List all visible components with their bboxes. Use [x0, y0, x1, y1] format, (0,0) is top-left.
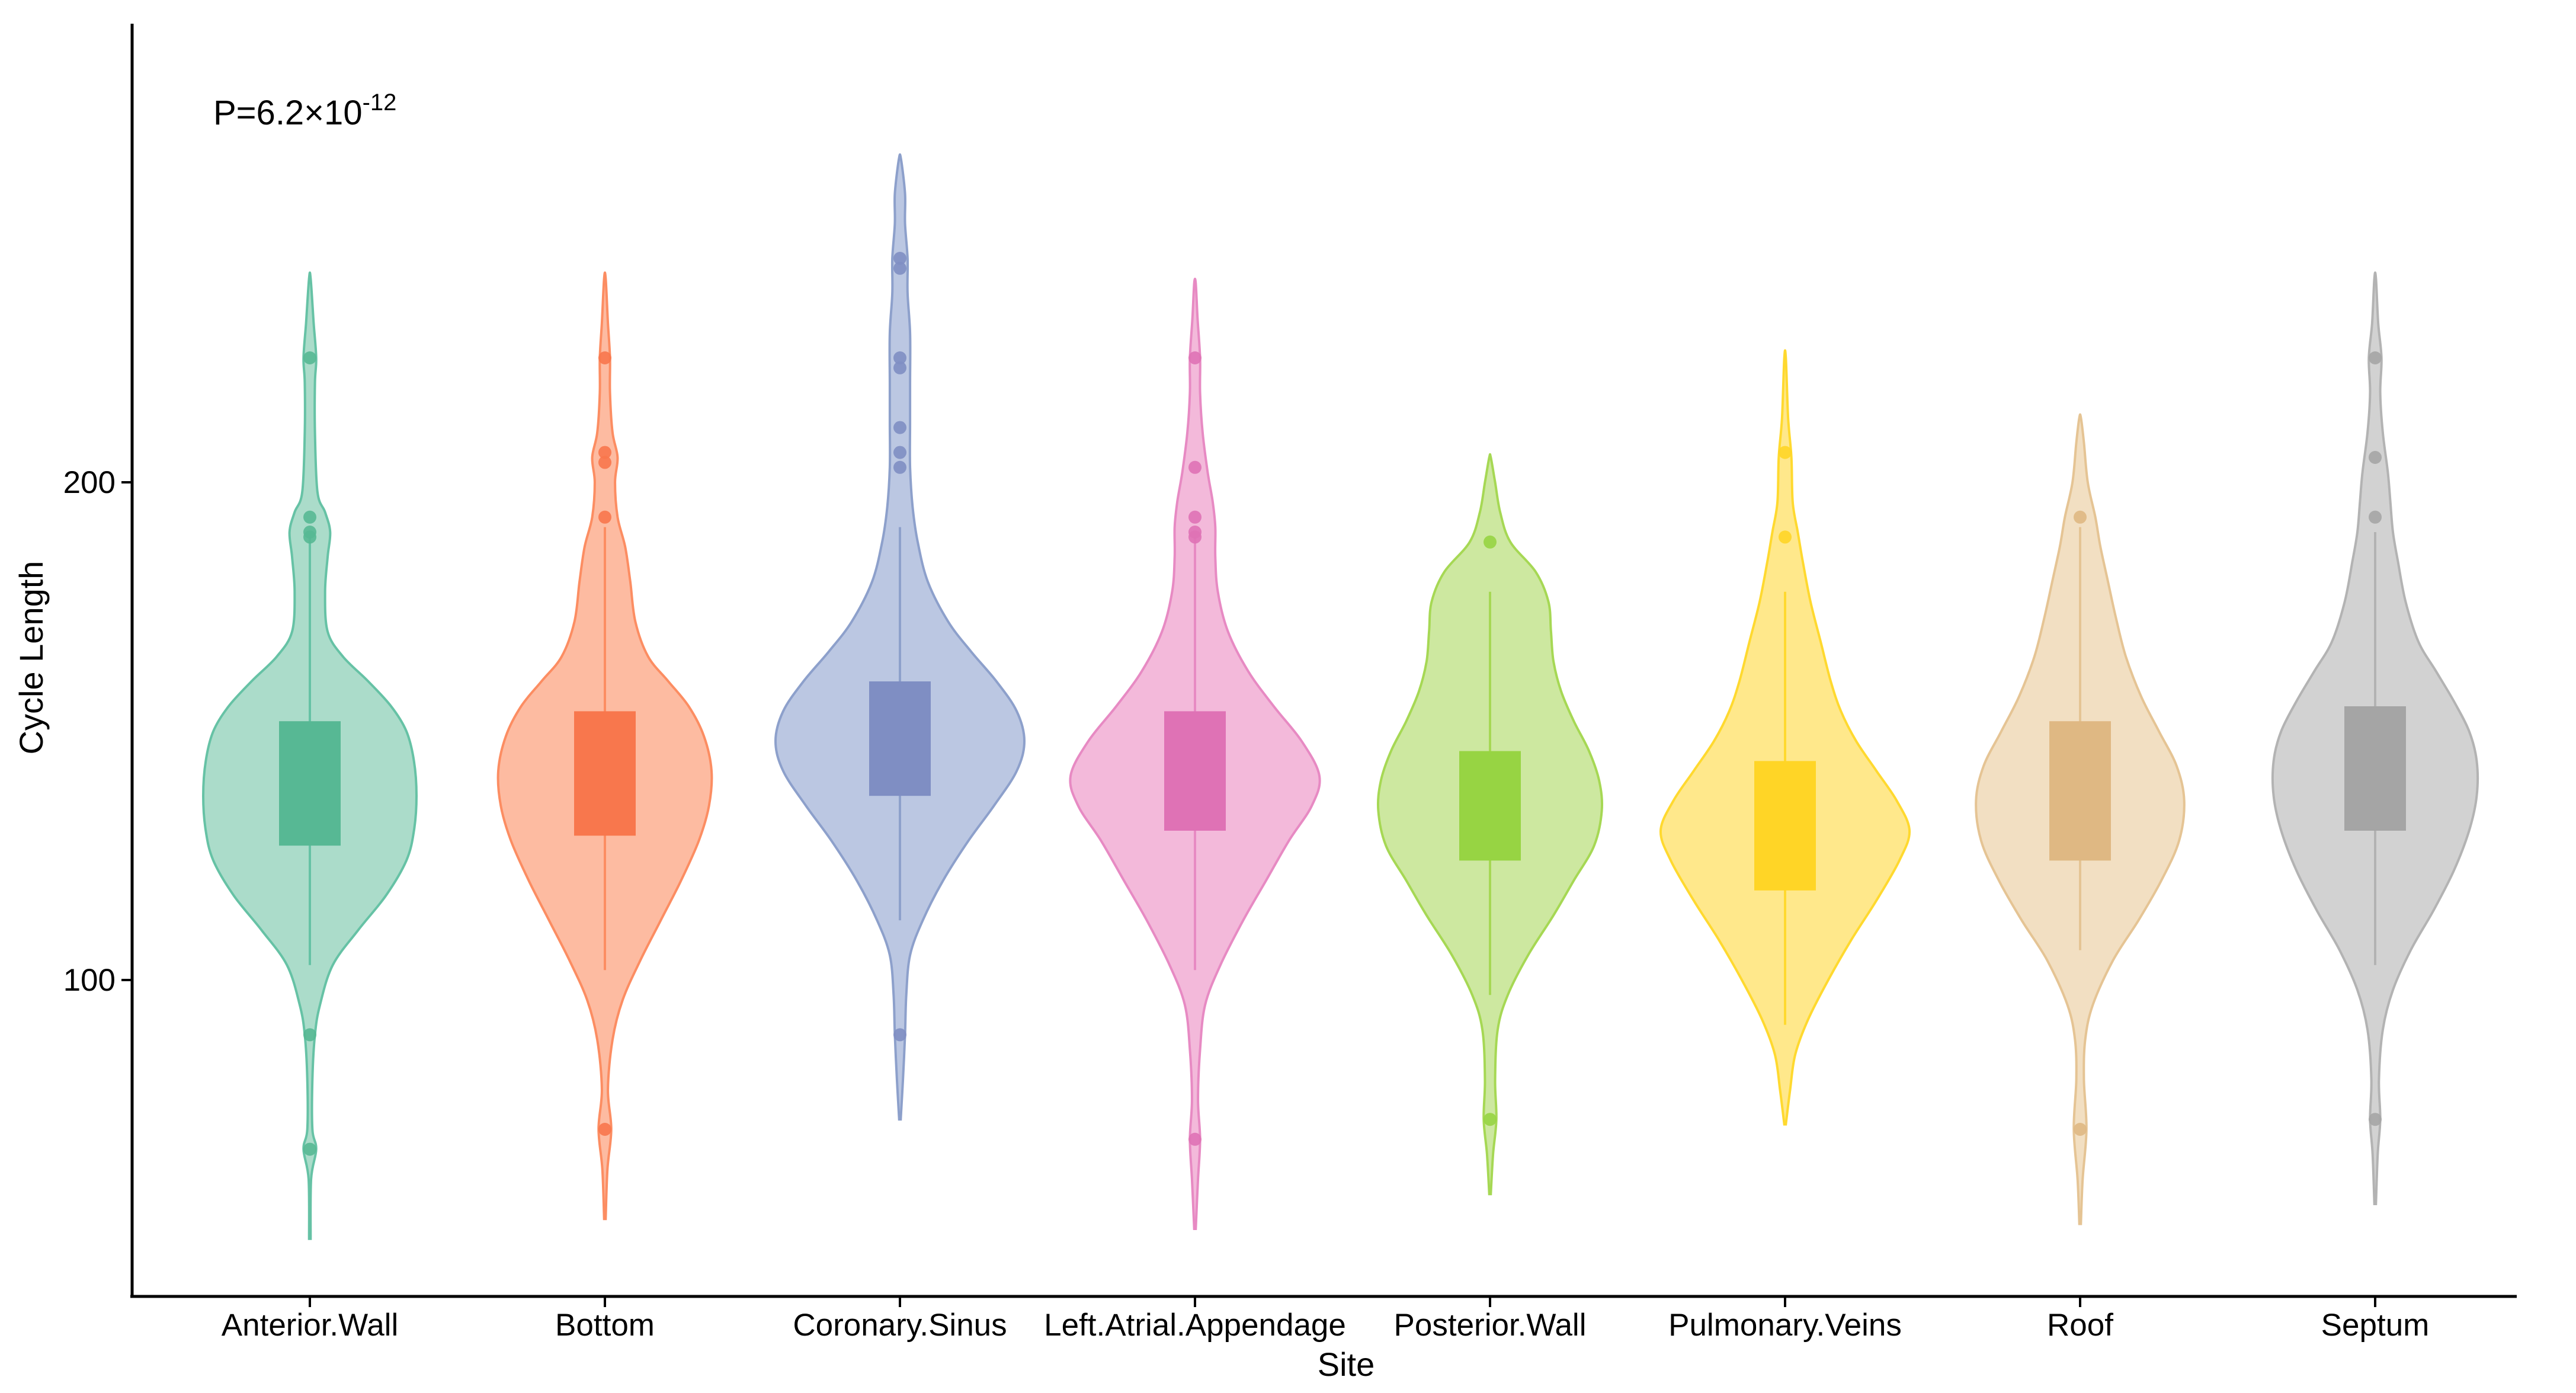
- iqr-box: [1754, 761, 1816, 891]
- outlier-point: [893, 460, 906, 474]
- outlier-point: [1779, 446, 1792, 459]
- outlier-point: [893, 446, 906, 459]
- outlier-point: [1188, 530, 1202, 544]
- x-tick-label: Pulmonary.Veins: [1668, 1308, 1902, 1343]
- outlier-point: [598, 1123, 611, 1136]
- outlier-point: [893, 252, 906, 265]
- outlier-point: [2074, 510, 2087, 524]
- x-ticks: Anterior.Wall Bottom Coronary.Sinus Left.At…: [222, 1296, 2430, 1343]
- outlier-point: [303, 510, 316, 524]
- outlier-point: [1188, 1132, 1202, 1146]
- iqr-box: [574, 711, 636, 836]
- outlier-point: [2369, 510, 2382, 524]
- x-tick-label: Septum: [2321, 1308, 2430, 1343]
- violin-group-coronary-sinus: [774, 153, 1026, 1121]
- violin-group-bottom: [496, 271, 713, 1221]
- outlier-point: [303, 351, 316, 364]
- p-value-base: P=6.2×10: [213, 94, 363, 132]
- outlier-point: [1484, 1113, 1497, 1126]
- p-value-annotation: P=6.2×10-12: [213, 89, 396, 132]
- iqr-box: [279, 721, 341, 846]
- iqr-box: [869, 681, 931, 796]
- violin-group-septum: [2271, 271, 2479, 1205]
- outlier-point: [303, 530, 316, 544]
- y-tick-label: 100: [63, 963, 116, 998]
- outlier-point: [1188, 510, 1202, 524]
- violin-group-posterior-wall: [1376, 453, 1604, 1196]
- x-tick-label: Posterior.Wall: [1394, 1308, 1587, 1343]
- x-tick-label: Roof: [2047, 1308, 2113, 1343]
- outlier-point: [2074, 1123, 2087, 1136]
- outlier-point: [1779, 530, 1792, 544]
- x-tick-label: Left.Atrial.Appendage: [1044, 1308, 1346, 1343]
- outlier-point: [598, 456, 611, 469]
- axes-layer: [130, 24, 2517, 1298]
- violin-group-roof: [1975, 413, 2186, 1225]
- y-ticks: 100 200: [63, 465, 132, 998]
- outlier-point: [598, 446, 611, 459]
- iqr-box: [1164, 711, 1226, 831]
- outlier-point: [893, 421, 906, 434]
- outlier-point: [1484, 535, 1497, 549]
- violin-layer: [201, 153, 2479, 1240]
- iqr-box: [1459, 751, 1521, 861]
- y-axis-title: Cycle Length: [12, 561, 50, 755]
- outlier-point: [303, 1142, 316, 1156]
- x-tick-label: Anterior.Wall: [222, 1308, 398, 1343]
- outlier-point: [598, 510, 611, 524]
- x-axis-title: Site: [1318, 1346, 1375, 1383]
- x-tick-label: Coronary.Sinus: [793, 1308, 1007, 1343]
- outlier-point: [2369, 1113, 2382, 1126]
- iqr-box: [2344, 706, 2406, 831]
- iqr-box: [2049, 721, 2111, 861]
- outlier-point: [598, 351, 611, 364]
- outlier-point: [1188, 351, 1202, 364]
- outlier-point: [2369, 451, 2382, 464]
- outlier-point: [893, 261, 906, 275]
- y-tick-label: 200: [63, 465, 116, 500]
- outlier-point: [1188, 460, 1202, 474]
- outlier-point: [2369, 351, 2382, 364]
- outlier-point: [893, 351, 906, 364]
- violin-group-pulmonary-veins: [1659, 349, 1911, 1126]
- violin-group-left-atrial-appendage: [1069, 277, 1321, 1230]
- outlier-point: [893, 361, 906, 374]
- p-value-exponent: -12: [363, 89, 397, 116]
- violin-group-anterior-wall: [201, 271, 418, 1240]
- x-tick-label: Bottom: [555, 1308, 655, 1343]
- outlier-point: [893, 1028, 906, 1042]
- outlier-point: [303, 1028, 316, 1042]
